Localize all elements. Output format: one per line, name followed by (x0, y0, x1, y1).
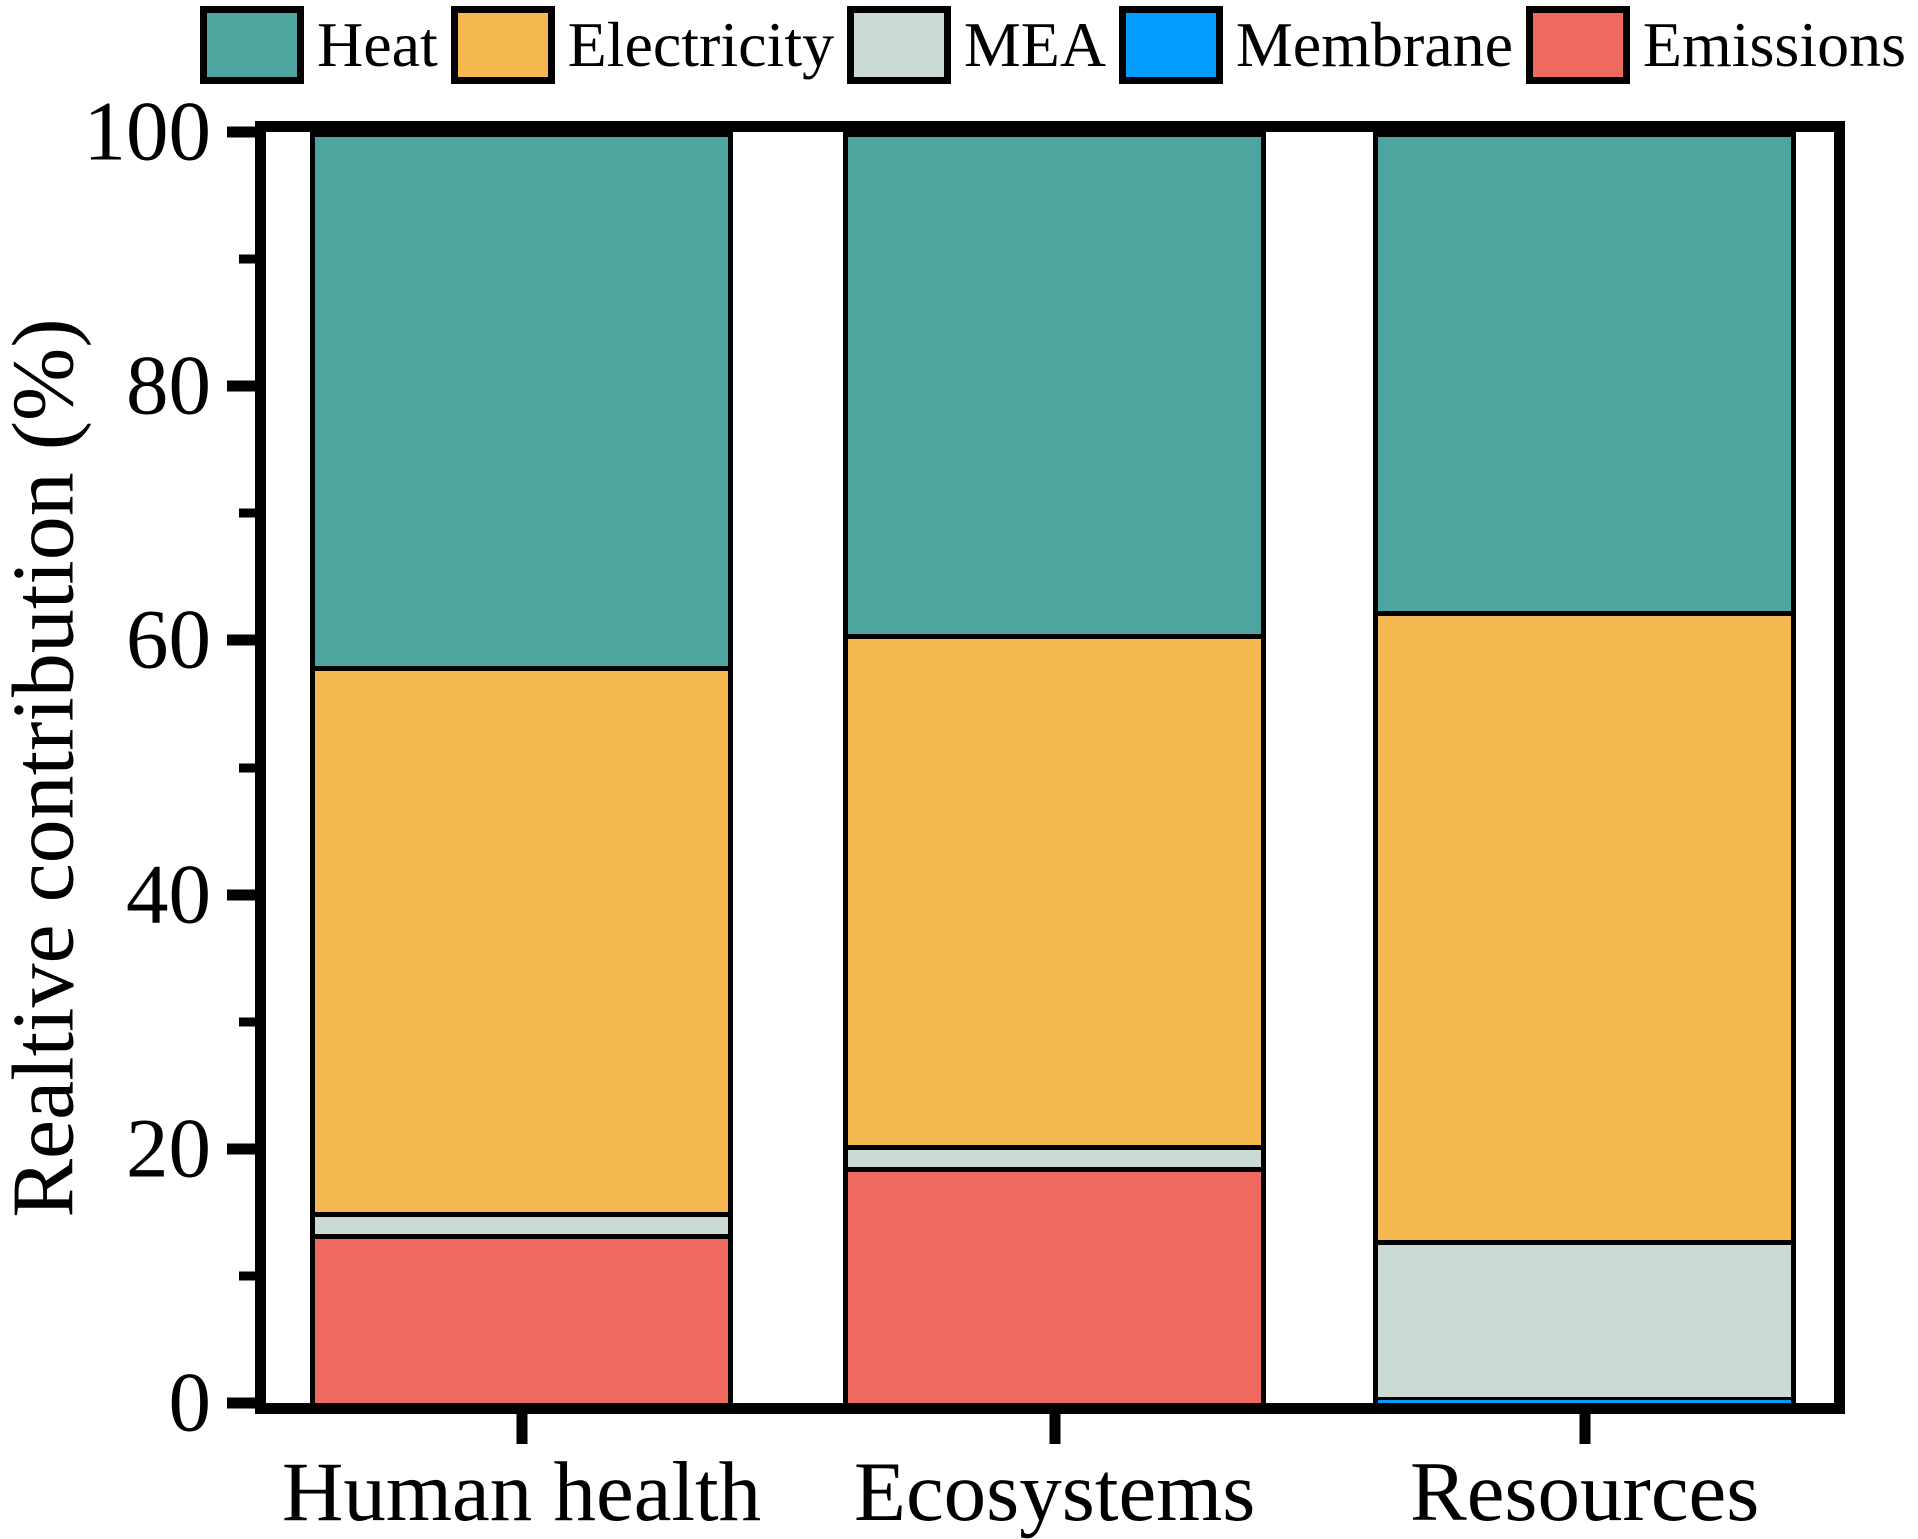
y-tick-label-0: 0 (168, 1355, 212, 1450)
y-tick-label-80: 80 (126, 338, 211, 433)
x-axis (266, 1414, 1834, 1448)
segment-heat-ecosystems (848, 132, 1262, 635)
segment-electricity-human-health (314, 665, 729, 1213)
legend-label-emissions: Emissions (1642, 9, 1906, 80)
bar-resources (1373, 132, 1797, 1403)
x-label-ecosystems: Ecosystems (854, 1445, 1256, 1539)
segment-mea-resources (1378, 1240, 1792, 1397)
y-major-tick-60 (227, 634, 255, 646)
electricity-swatch-icon (450, 6, 555, 84)
y-minor-tick-90 (239, 254, 255, 264)
plot-bars-area (266, 132, 1834, 1403)
bar-human-health (309, 132, 734, 1403)
segment-emissions-human-health (314, 1233, 729, 1403)
segment-mea-human-health (314, 1212, 729, 1234)
y-minor-tick-50 (239, 763, 255, 772)
bar-ecosystems (843, 132, 1267, 1403)
legend-item-electricity: Electricity (450, 6, 835, 84)
y-major-tick-20 (227, 1143, 255, 1155)
emissions-swatch-icon (1525, 6, 1630, 84)
y-minor-tick-70 (239, 508, 255, 518)
x-label-human-health: Human health (281, 1445, 762, 1539)
y-minor-tick-10 (239, 1271, 255, 1281)
heat-swatch-icon (200, 6, 304, 84)
segment-heat-resources (1378, 132, 1792, 612)
y-tick-label-60: 60 (126, 592, 211, 687)
y-major-tick-0 (227, 1397, 255, 1409)
legend-label-membrane: Membrane (1235, 9, 1514, 80)
segment-electricity-ecosystems (848, 634, 1262, 1146)
x-label-resources: Resources (1410, 1445, 1760, 1539)
legend-label-heat: Heat (317, 9, 438, 80)
x-tick-ecosystems (1049, 1414, 1061, 1444)
x-tick-human-health (516, 1414, 528, 1444)
x-tick-resources (1579, 1414, 1591, 1444)
y-major-tick-40 (227, 889, 255, 901)
x-axis-labels: Human health Ecosystems Resources (266, 1450, 1834, 1539)
y-tick-label-100: 100 (83, 84, 212, 179)
legend-item-emissions: Emissions (1525, 6, 1906, 84)
y-major-tick-100 (227, 126, 255, 138)
legend: Heat Electricity MEA Membrane Emissions (200, 6, 1906, 84)
y-major-tick-80 (227, 380, 255, 392)
legend-item-heat: Heat (200, 6, 438, 84)
segment-mea-ecosystems (848, 1145, 1262, 1167)
segment-membrane-resources (1378, 1396, 1792, 1403)
mea-swatch-icon (846, 6, 951, 84)
segment-emissions-ecosystems (848, 1166, 1262, 1403)
membrane-swatch-icon (1118, 6, 1223, 84)
y-minor-tick-30 (239, 1017, 255, 1027)
legend-label-electricity: Electricity (567, 9, 835, 80)
legend-label-mea: MEA (963, 9, 1107, 80)
legend-item-membrane: Membrane (1118, 6, 1514, 84)
y-axis: 0 20 40 60 80 100 (0, 89, 255, 1445)
legend-item-mea: MEA (846, 6, 1107, 84)
y-tick-label-20: 20 (126, 1101, 211, 1196)
segment-electricity-resources (1378, 611, 1792, 1241)
y-tick-label-40: 40 (126, 847, 211, 942)
segment-heat-human-health (314, 132, 729, 666)
